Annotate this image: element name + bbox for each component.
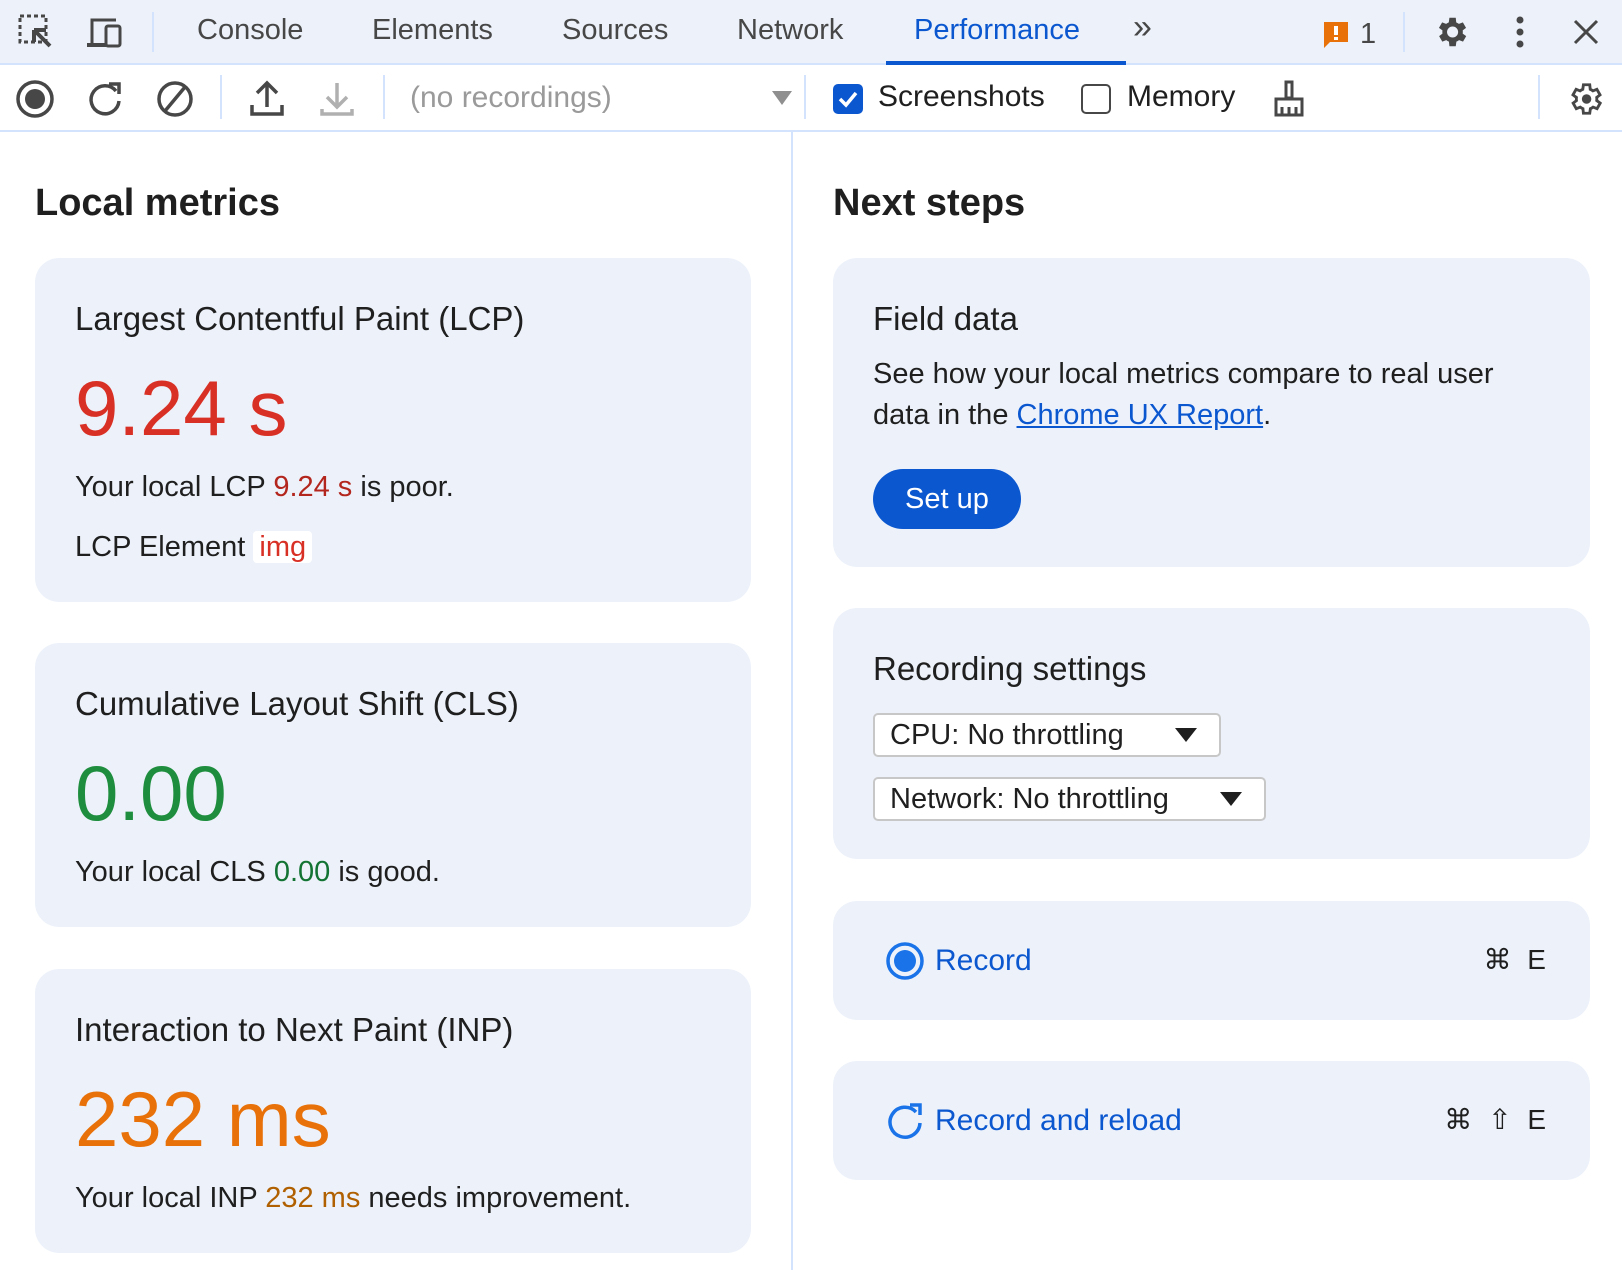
inp-title: Interaction to Next Paint (INP) xyxy=(75,1011,514,1048)
cls-desc-value: 0.00 xyxy=(273,856,331,888)
cls-description: Your local CLS 0.00 is good. xyxy=(75,856,440,889)
screenshots-label[interactable]: Screenshots xyxy=(878,80,1045,113)
record-reload-card[interactable]: Record and reload ⌘ ⇧ E xyxy=(833,1061,1590,1180)
network-throttling-select[interactable]: Network: No throttling xyxy=(873,777,1266,821)
divider xyxy=(804,75,806,119)
divider xyxy=(152,12,154,52)
record-card[interactable]: Record ⌘ E xyxy=(833,901,1590,1020)
inspect-element-icon[interactable] xyxy=(16,12,56,52)
issue-flag-icon xyxy=(1324,21,1348,48)
record-label: Record xyxy=(935,944,1032,977)
memory-label[interactable]: Memory xyxy=(1127,80,1236,113)
cpu-throttling-select[interactable]: CPU: No throttling xyxy=(873,713,1221,757)
inp-card: Interaction to Next Paint (INP) 232 ms Y… xyxy=(35,969,751,1253)
more-tabs-chevron-icon[interactable]: » xyxy=(1133,8,1152,46)
screenshots-checkbox[interactable] xyxy=(833,84,863,114)
panel-divider xyxy=(791,132,793,1270)
field-data-desc-text: See how your local metrics compare to re… xyxy=(873,358,1494,431)
divider xyxy=(1403,12,1405,52)
devtools-tabbar: Console Elements Sources Network Perform… xyxy=(0,0,1622,65)
inp-description: Your local INP 232 ms needs improvement. xyxy=(75,1182,631,1215)
cls-desc-prefix: Your local CLS xyxy=(75,856,274,888)
lcp-value: 9.24 s xyxy=(75,364,288,452)
tab-sources[interactable]: Sources xyxy=(562,14,669,46)
lcp-desc-value: 9.24 s xyxy=(273,471,353,503)
field-data-desc-suffix: . xyxy=(1263,399,1272,431)
dropdown-arrow-icon xyxy=(1220,792,1242,806)
next-steps-title: Next steps xyxy=(833,182,1026,224)
save-profile-download-icon[interactable] xyxy=(315,77,359,121)
cls-title: Cumulative Layout Shift (CLS) xyxy=(75,685,519,722)
record-reload-label: Record and reload xyxy=(935,1104,1182,1137)
lcp-element-label: LCP Element xyxy=(75,531,246,563)
lcp-title: Largest Contentful Paint (LCP) xyxy=(75,300,525,337)
field-data-title: Field data xyxy=(873,300,1018,337)
inp-desc-suffix: needs improvement. xyxy=(360,1182,632,1214)
clear-icon[interactable] xyxy=(153,77,197,121)
inp-value: 232 ms xyxy=(75,1075,331,1163)
cls-desc-suffix: is good. xyxy=(330,856,440,888)
lcp-desc-prefix: Your local LCP xyxy=(75,471,274,503)
record-reload-action[interactable]: Record and reload xyxy=(885,1101,1182,1141)
recordings-select[interactable]: (no recordings) xyxy=(410,81,612,114)
tab-network[interactable]: Network xyxy=(737,14,844,46)
close-icon[interactable] xyxy=(1566,12,1606,52)
checkmark-icon xyxy=(838,91,858,108)
performance-toolbar: (no recordings) Screenshots Memory xyxy=(0,65,1622,132)
cls-card: Cumulative Layout Shift (CLS) 0.00 Your … xyxy=(35,643,751,927)
lcp-desc-suffix: is poor. xyxy=(352,471,454,503)
tab-performance[interactable]: Performance xyxy=(914,14,1081,46)
network-throttling-value: Network: No throttling xyxy=(890,783,1169,815)
dropdown-caret-icon[interactable] xyxy=(772,91,792,105)
reload-record-icon[interactable] xyxy=(83,77,127,121)
lcp-element-row: LCP Element img xyxy=(75,531,313,564)
record-action[interactable]: Record xyxy=(885,941,1032,981)
cpu-throttling-value: CPU: No throttling xyxy=(890,719,1124,751)
tab-elements[interactable]: Elements xyxy=(372,14,493,46)
device-toolbar-icon[interactable] xyxy=(84,12,124,52)
active-tab-indicator xyxy=(886,61,1126,65)
record-reload-shortcut: ⌘ ⇧ E xyxy=(1444,1104,1550,1135)
settings-gear-icon[interactable] xyxy=(1431,12,1471,52)
garbage-collect-broom-icon[interactable] xyxy=(1267,77,1311,121)
lcp-card: Largest Contentful Paint (LCP) 9.24 s Yo… xyxy=(35,258,751,602)
issues-button[interactable]: 1 xyxy=(1322,18,1376,51)
tab-console[interactable]: Console xyxy=(197,14,304,46)
more-options-icon[interactable] xyxy=(1500,12,1540,52)
inp-desc-prefix: Your local INP xyxy=(75,1182,266,1214)
recording-settings-card: Recording settings CPU: No throttling Ne… xyxy=(833,608,1590,859)
field-data-description: See how your local metrics compare to re… xyxy=(873,354,1513,436)
set-up-button[interactable]: Set up xyxy=(873,469,1021,529)
local-metrics-title: Local metrics xyxy=(35,182,280,224)
inp-desc-value: 232 ms xyxy=(265,1182,361,1214)
load-profile-upload-icon[interactable] xyxy=(245,77,289,121)
field-data-card: Field data See how your local metrics co… xyxy=(833,258,1590,567)
reload-icon xyxy=(888,1103,922,1139)
dropdown-arrow-icon xyxy=(1175,728,1197,742)
lcp-element-node-link[interactable]: img xyxy=(253,531,313,563)
chrome-ux-report-link[interactable]: Chrome UX Report xyxy=(1016,399,1264,431)
divider xyxy=(1538,75,1540,119)
issues-count: 1 xyxy=(1360,18,1377,50)
memory-checkbox[interactable] xyxy=(1081,84,1111,114)
divider xyxy=(220,75,222,119)
record-button-icon[interactable] xyxy=(13,77,57,121)
capture-settings-gear-icon[interactable] xyxy=(1563,77,1607,121)
lcp-description: Your local LCP 9.24 s is poor. xyxy=(75,471,454,504)
recording-settings-title: Recording settings xyxy=(873,650,1147,687)
divider xyxy=(383,75,385,119)
record-shortcut: ⌘ E xyxy=(1483,944,1550,975)
cls-value: 0.00 xyxy=(75,749,227,837)
record-icon xyxy=(886,942,924,980)
